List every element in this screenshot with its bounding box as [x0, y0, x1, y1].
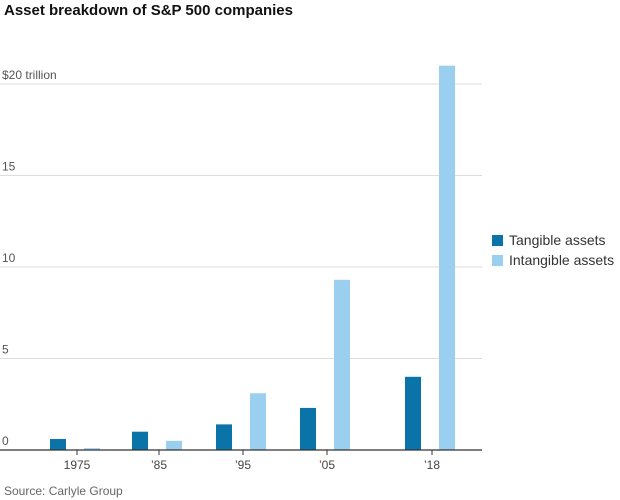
legend-swatch-tangible: [492, 234, 503, 246]
y-tick-label: 10: [2, 251, 16, 265]
bar-tangible-3: [300, 407, 316, 450]
x-tick-label: ’05: [319, 458, 335, 472]
bar-intangible-2: [250, 393, 266, 450]
bar-tangible-1: [132, 431, 148, 450]
chart-title: Asset breakdown of S&P 500 companies: [4, 2, 293, 19]
legend-label-tangible: Tangible assets: [509, 232, 606, 248]
y-tick-label: $20 trillion: [2, 68, 57, 82]
bar-tangible-2: [216, 424, 232, 450]
legend-item-intangible: Intangible assets: [492, 250, 614, 270]
y-tick-label: 15: [2, 160, 16, 174]
x-tick-label: ’18: [424, 458, 440, 472]
legend-swatch-intangible: [492, 254, 503, 266]
y-tick-label: 5: [2, 343, 9, 357]
bar-tangible-0: [50, 439, 66, 450]
x-tick-label: 1975: [64, 458, 91, 472]
x-tick-label: ’95: [235, 458, 251, 472]
bar-intangible-4: [439, 65, 455, 450]
bar-intangible-3: [334, 279, 350, 450]
y-tick-label: 0: [2, 434, 9, 448]
source-note: Source: Carlyle Group: [4, 484, 123, 498]
legend-label-intangible: Intangible assets: [509, 252, 615, 268]
bar-intangible-1: [166, 440, 182, 450]
x-tick-label: ’85: [151, 458, 167, 472]
chart-legend: Tangible assets Intangible assets: [492, 230, 614, 270]
legend-item-tangible: Tangible assets: [492, 230, 614, 250]
bar-intangible-0: [84, 448, 100, 450]
bar-tangible-4: [405, 376, 421, 450]
